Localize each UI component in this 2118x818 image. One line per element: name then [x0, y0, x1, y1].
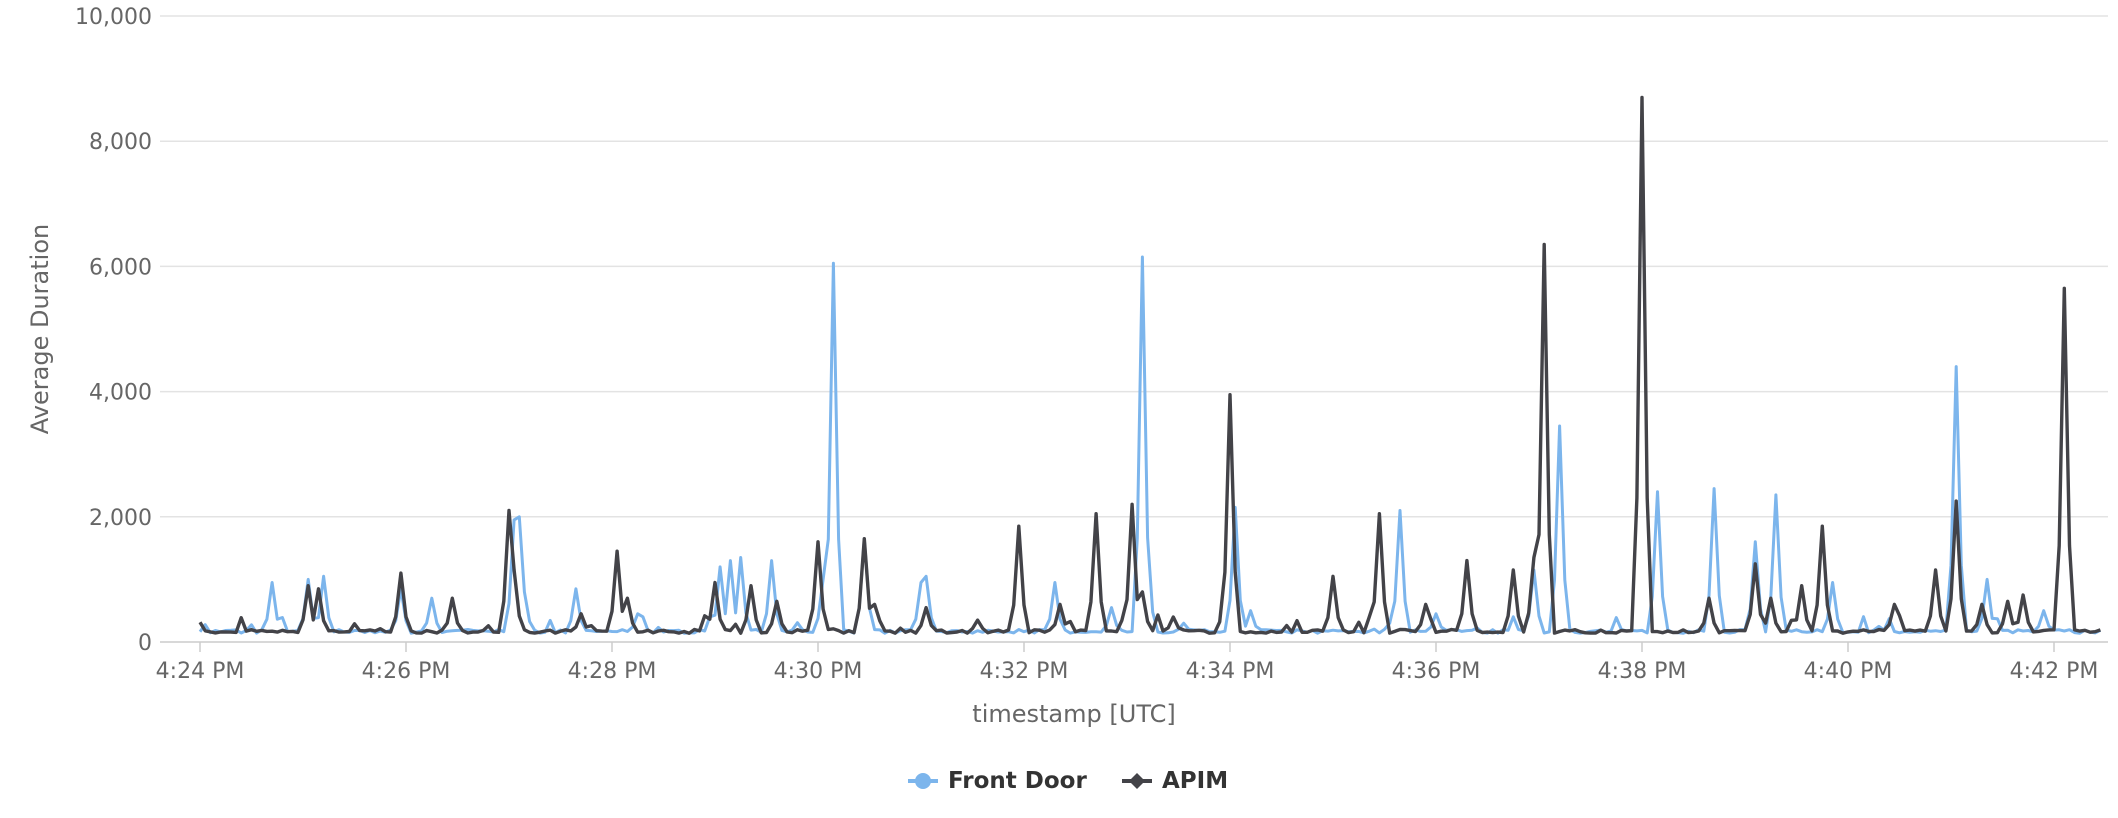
y-tick-label: 4,000 — [89, 381, 152, 406]
grid-lines — [160, 15, 2108, 518]
x-tick-label: 4:42 PM — [2010, 659, 2099, 684]
legend-item-front-door[interactable]: Front Door — [908, 768, 1087, 794]
x-tick-label: 4:38 PM — [1598, 659, 1687, 684]
axes: 0 2,000 4,000 6,000 8,000 10,000 4:24 PM 4:26 P… — [75, 5, 2108, 684]
y-tick-label: 0 — [138, 631, 152, 656]
legend-diamond-icon — [1129, 773, 1145, 789]
series-area — [198, 95, 2102, 635]
x-tick-label: 4:26 PM — [362, 659, 451, 684]
x-tick-label: 4:34 PM — [1186, 659, 1275, 684]
legend-circle-icon — [915, 773, 931, 789]
x-tick-label: 4:24 PM — [156, 659, 245, 684]
y-axis-title: Average Duration — [26, 224, 54, 434]
legend[interactable]: Front Door APIM — [908, 768, 1228, 794]
legend-label-apim: APIM — [1162, 768, 1228, 794]
x-tick-label: 4:40 PM — [1804, 659, 1893, 684]
legend-label-front-door: Front Door — [948, 768, 1087, 794]
y-tick-label: 8,000 — [89, 130, 152, 155]
x-tick-label: 4:28 PM — [568, 659, 657, 684]
y-tick-label: 10,000 — [75, 5, 152, 30]
x-tick-label: 4:32 PM — [980, 659, 1069, 684]
y-tick-label: 2,000 — [89, 506, 152, 531]
legend-item-apim[interactable]: APIM — [1122, 768, 1228, 794]
y-tick-label: 6,000 — [89, 255, 152, 280]
x-tick-label: 4:30 PM — [774, 659, 863, 684]
x-axis-title: timestamp [UTC] — [972, 700, 1175, 728]
x-tick-label: 4:36 PM — [1392, 659, 1481, 684]
series-line-apim — [198, 95, 2101, 635]
series-line-front-door — [198, 255, 2102, 635]
